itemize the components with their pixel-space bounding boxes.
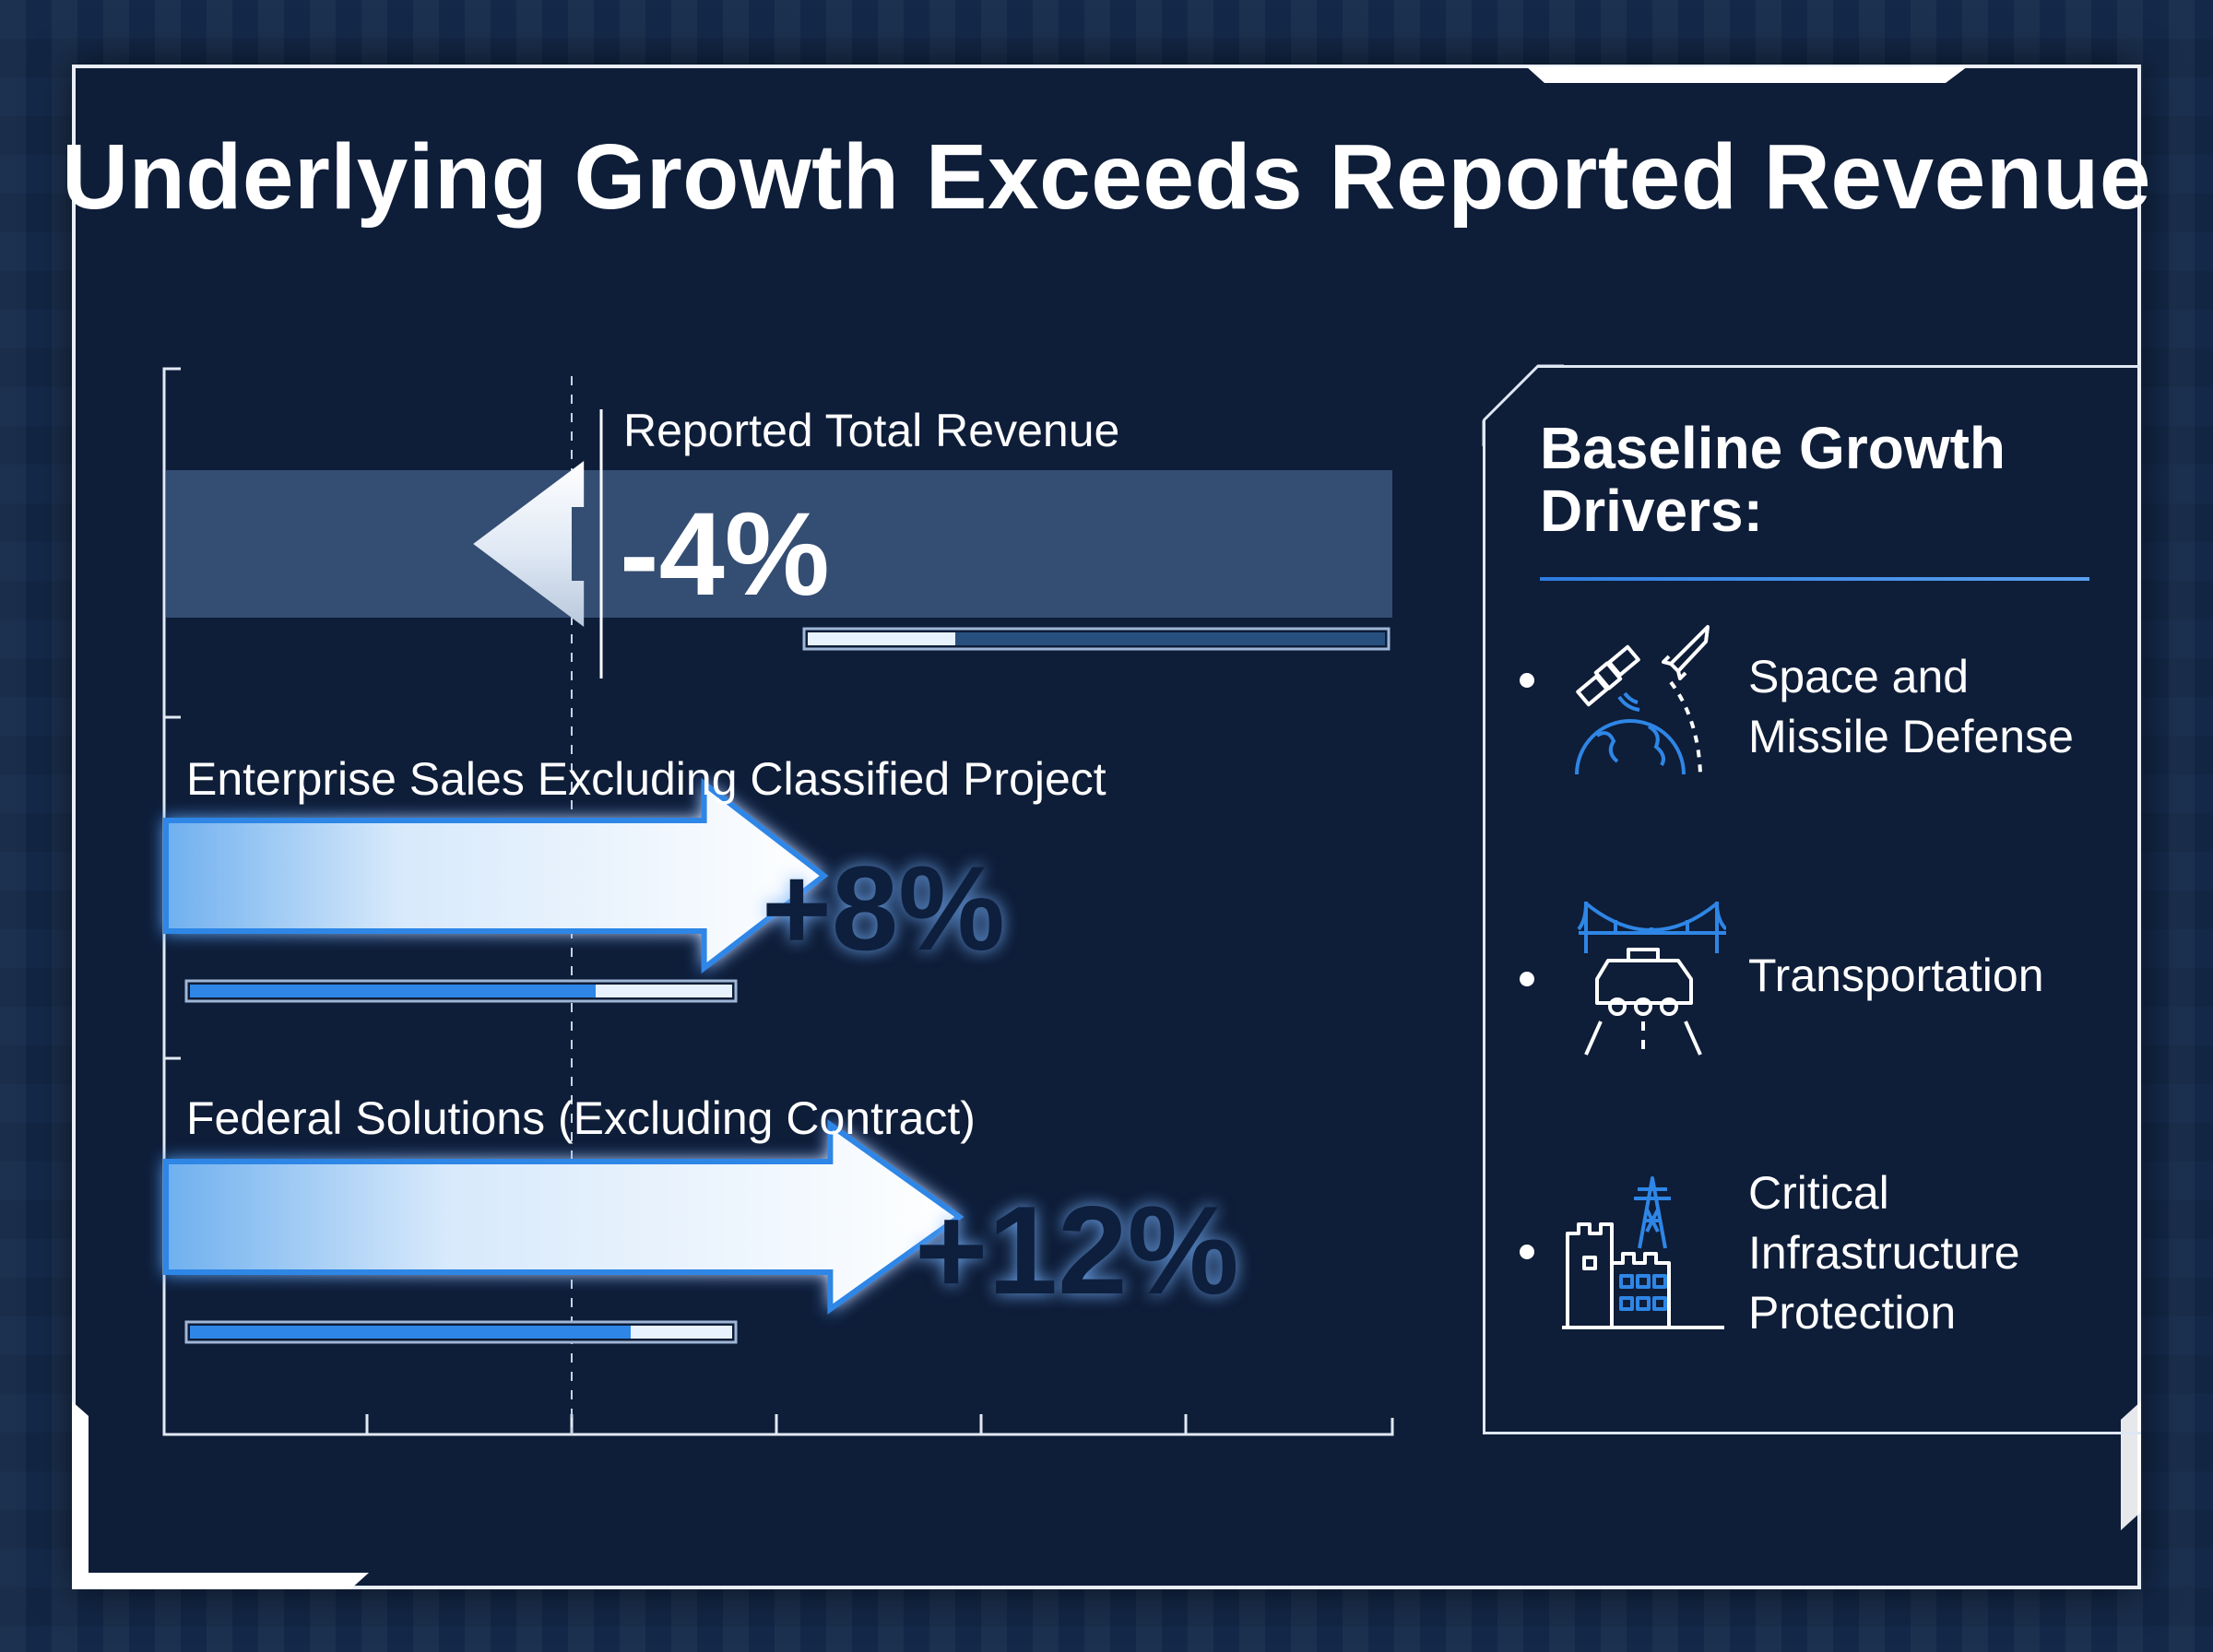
drivers-panel	[1483, 365, 2141, 1434]
satellite-missile-globe-icon	[1575, 625, 1710, 775]
bullet-dot	[1520, 972, 1534, 986]
bar-band-reported-total-revenue	[166, 470, 1392, 618]
bar-enterprise-sales	[163, 777, 829, 974]
bar-indicator-reported-total-revenue	[802, 627, 1391, 651]
chart-axes	[162, 367, 1394, 1436]
driver-label: Space and Missile Defense	[1748, 651, 2074, 762]
driver-label: Transportation	[1748, 950, 2044, 1001]
page-title: Underlying Growth Exceeds Reported Reven…	[62, 125, 2151, 229]
drivers-panel-corner	[1482, 364, 1564, 446]
bar-value-enterprise-sales: +8%	[762, 841, 1005, 975]
bar-value-reported-total-revenue: -4%	[620, 489, 830, 620]
fortress-pylon-icon	[1562, 1176, 1724, 1329]
bar-label-federal-solutions: Federal Solutions (Excluding Contract)	[186, 1092, 976, 1144]
bar-label-reported-total-revenue: Reported Total Revenue	[623, 405, 1120, 456]
bar-federal-solutions	[163, 1119, 964, 1315]
bar-value-federal-solutions: +12%	[915, 1180, 1239, 1320]
bridge-vehicle-road-icon	[1577, 902, 1726, 1056]
drivers-title: Baseline Growth Drivers:	[1540, 415, 2006, 544]
driver-label: Critical Infrastructure Protection	[1748, 1167, 2020, 1339]
bar-label-enterprise-sales: Enterprise Sales Excluding Classified Pr…	[186, 753, 1106, 805]
bullet-dot	[1520, 1245, 1534, 1259]
bar-reported-total-revenue	[473, 461, 585, 627]
drivers-divider	[1540, 577, 2089, 581]
bullet-dot	[1520, 673, 1534, 688]
